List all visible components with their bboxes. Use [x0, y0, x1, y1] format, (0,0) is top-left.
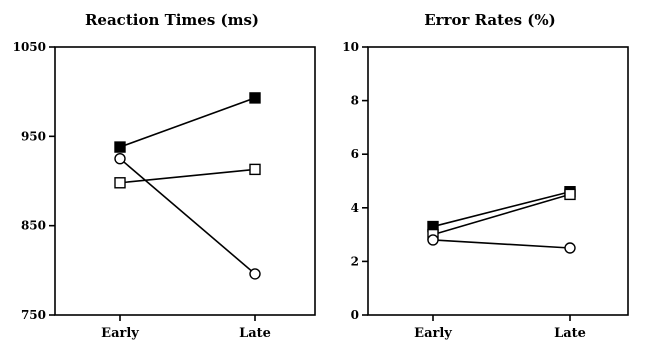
data-point-open-circle: [249, 268, 261, 280]
series-line: [432, 193, 571, 236]
y-tick-label: 0: [351, 308, 359, 322]
y-tick-label: 4: [351, 201, 359, 215]
data-point-open-circle: [114, 152, 126, 165]
y-axis-ticks: 750 850 950 1050: [13, 40, 55, 322]
error-rates-chart: Error Rates (%) 0 2 4 6 8 10 Early Late: [342, 11, 629, 341]
x-axis-ticks: Early Late: [414, 315, 586, 341]
chart-title: Reaction Times (ms): [85, 11, 259, 29]
series-group: [427, 186, 576, 254]
x-tick-label: Late: [239, 326, 271, 341]
x-axis-ticks: Early Late: [101, 315, 271, 341]
x-tick-label: Late: [554, 326, 586, 341]
y-tick-label: 2: [351, 254, 359, 268]
series-line: [119, 158, 256, 275]
y-tick-label: 1050: [13, 40, 46, 54]
data-point-filled-square: [249, 92, 261, 104]
y-tick-label: 750: [21, 308, 46, 322]
data-point-open-square: [564, 188, 576, 201]
series-group: [114, 92, 261, 280]
series-line: [119, 168, 256, 184]
data-point-open-square: [249, 163, 261, 176]
data-point-filled-square: [114, 141, 126, 153]
y-tick-label: 10: [342, 40, 359, 54]
y-tick-label: 850: [21, 219, 46, 233]
series-line: [119, 97, 256, 148]
data-point-open-circle: [564, 242, 576, 254]
series-line: [432, 190, 571, 228]
chart-title: Error Rates (%): [424, 11, 555, 29]
data-point-open-circle: [427, 234, 439, 246]
series-line: [432, 239, 571, 249]
y-tick-label: 6: [351, 147, 359, 161]
y-axis-ticks: 0 2 4 6 8 10: [342, 40, 368, 322]
y-tick-label: 950: [21, 129, 46, 143]
x-tick-label: Early: [101, 326, 139, 341]
plot-frame: [367, 46, 629, 316]
reaction-times-chart: Reaction Times (ms) 750 850 950 1050 Early L…: [13, 11, 316, 341]
x-tick-label: Early: [414, 326, 452, 341]
data-point-open-square: [114, 177, 126, 189]
y-tick-label: 8: [351, 94, 359, 108]
plot-frame: [54, 46, 316, 316]
